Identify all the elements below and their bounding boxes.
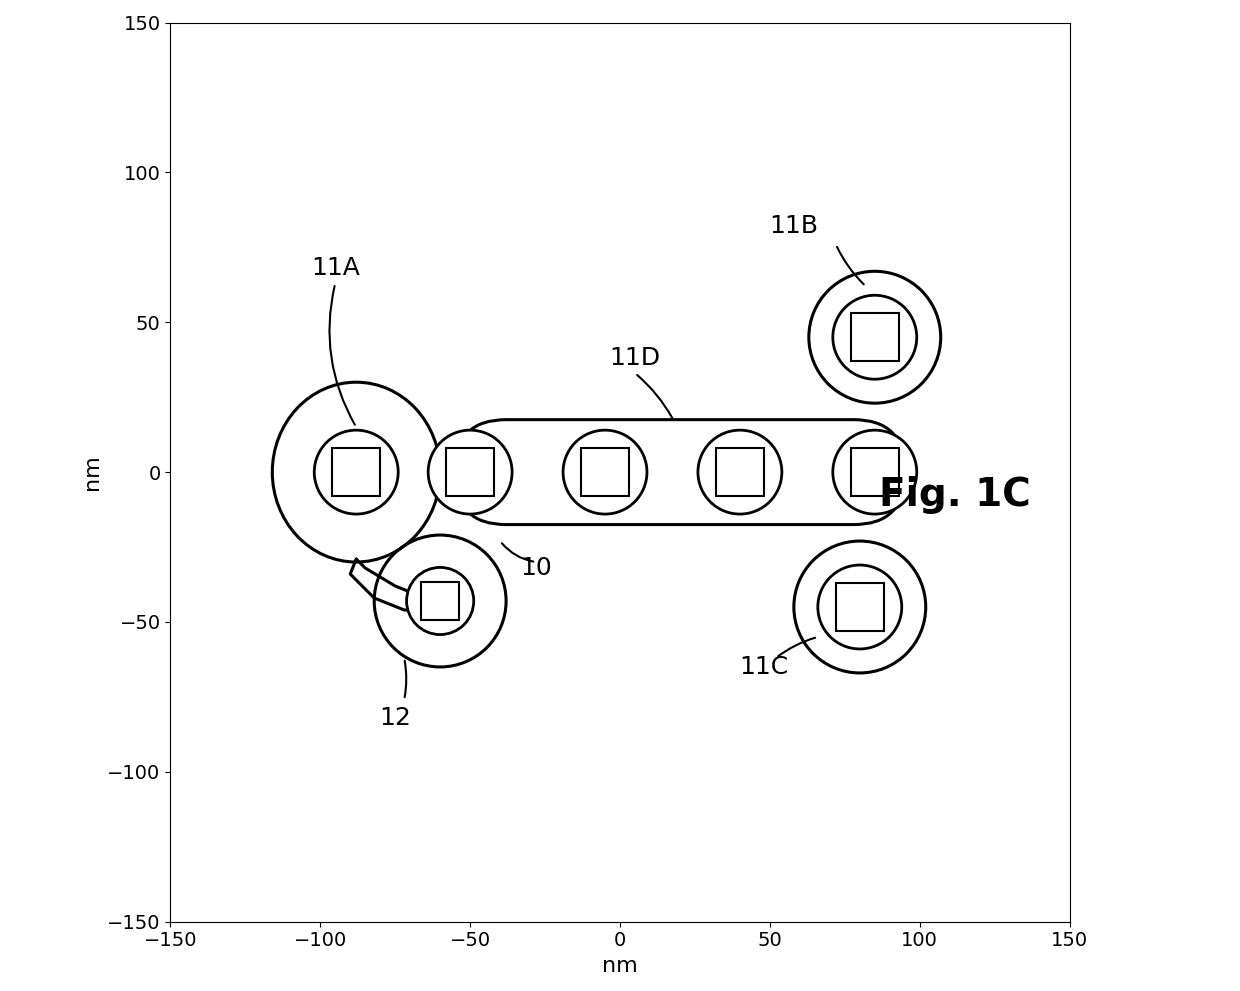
Bar	[851, 313, 899, 361]
Text: 11A: 11A	[311, 257, 360, 280]
Bar	[420, 582, 459, 620]
Circle shape	[833, 430, 916, 514]
Y-axis label: nm: nm	[82, 454, 102, 490]
Bar	[582, 448, 629, 496]
Circle shape	[698, 430, 782, 514]
Bar	[332, 448, 381, 496]
Bar	[851, 448, 899, 496]
Circle shape	[818, 565, 901, 649]
Circle shape	[833, 295, 916, 380]
X-axis label: nm: nm	[603, 956, 637, 976]
Circle shape	[407, 568, 474, 634]
Text: 11B: 11B	[769, 214, 818, 238]
Circle shape	[428, 430, 512, 514]
Bar	[836, 583, 884, 631]
Bar	[715, 448, 764, 496]
Text: 11C: 11C	[739, 655, 789, 679]
Circle shape	[563, 430, 647, 514]
Bar	[446, 448, 494, 496]
Text: Fig. 1C: Fig. 1C	[879, 477, 1030, 514]
Circle shape	[314, 430, 398, 514]
Text: 10: 10	[521, 556, 552, 580]
Text: 11D: 11D	[609, 346, 661, 371]
Text: 12: 12	[379, 706, 412, 730]
